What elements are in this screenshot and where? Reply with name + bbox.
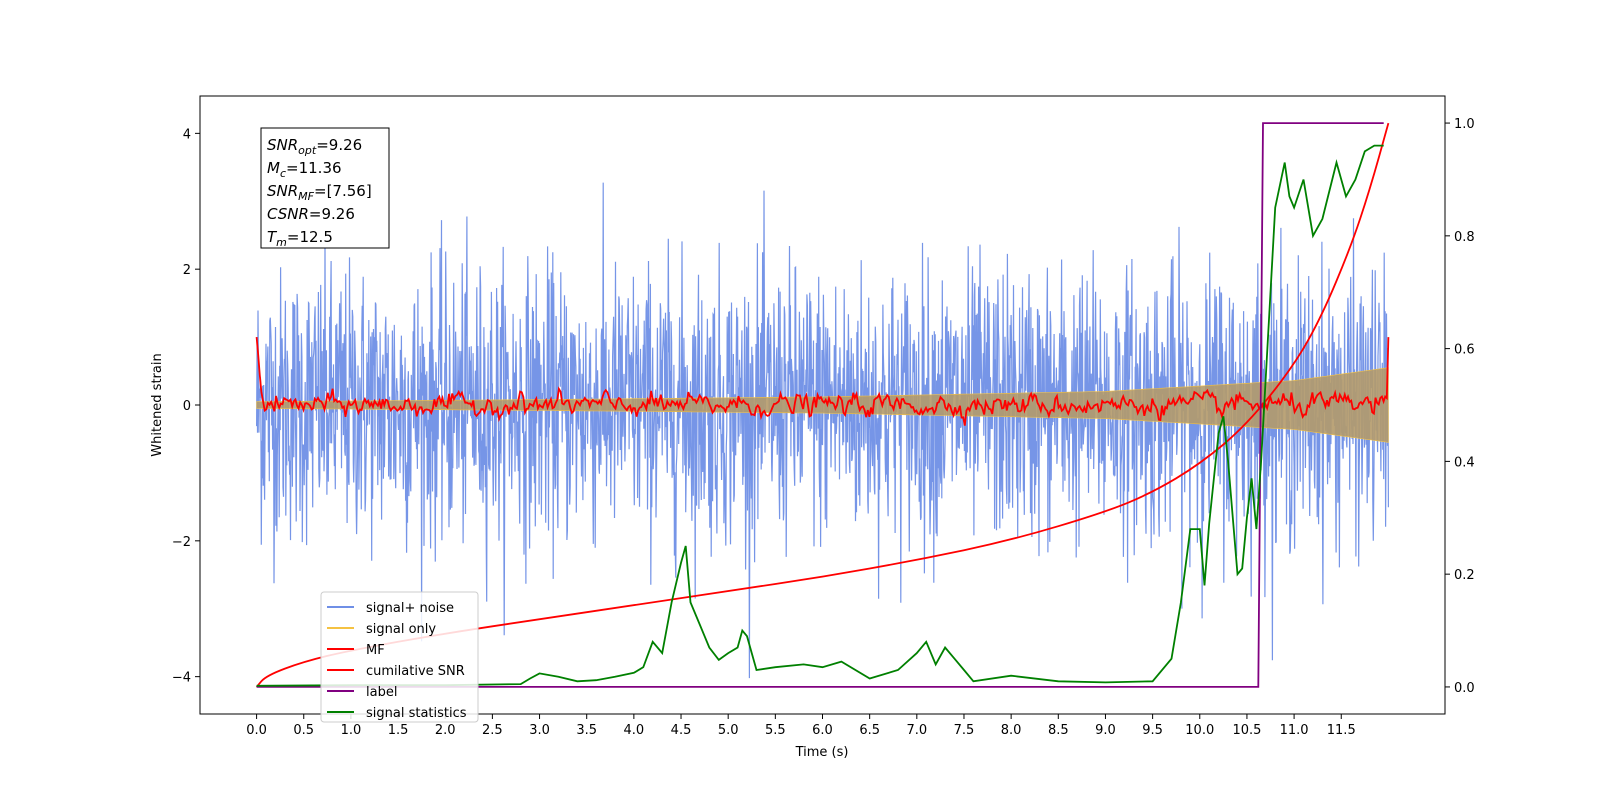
y2-tick-label: 0.8 [1454,230,1475,245]
x-tick-label: 4.0 [624,723,645,738]
x-tick-label: 2.5 [482,723,503,738]
x-tick-label: 1.5 [388,723,409,738]
annotation-subscript: m [276,236,287,249]
y-tick-label: 2 [183,263,191,278]
annotation-line: SNRopt=9.26 [267,136,362,157]
x-tick-label: 5.5 [765,723,786,738]
legend: signal+ noise signal only MF cumilative SNR… [320,591,479,723]
legend-entry: signal only [366,622,436,637]
x-tick-label: 0.5 [293,723,314,738]
x-tick-label: 6.5 [859,723,880,738]
x-tick-label: 3.5 [576,723,597,738]
y2-tick-label: 0.2 [1454,568,1475,583]
legend-frame [320,591,479,723]
annotation-value: =12.5 [287,228,333,246]
y2-tick-label: 0.4 [1454,455,1475,470]
annotation-line: Tm=12.5 [267,228,333,249]
x-tick-label: 0.0 [246,723,267,738]
x-tick-label: 8.0 [1001,723,1022,738]
series-mf [255,337,1390,426]
annotation-frame [260,127,390,249]
annotation-subscript: c [280,167,286,180]
y2-tick-label: 0.6 [1454,343,1475,358]
y-tick-label: 0 [183,399,191,414]
y-tick-label: −2 [172,535,191,550]
annotation-line: CSNR=9.26 [267,205,355,223]
y-axis-left: −4 −2 0 2 4 [172,127,200,686]
series-label [256,122,1384,688]
y-tick-label: 4 [183,127,191,142]
x-tick-label: 11.5 [1327,723,1356,738]
annotation-subscript: opt [298,144,317,157]
x-tick-label: 7.5 [954,723,975,738]
x-tick-label: 9.0 [1095,723,1116,738]
x-tick-label: 11.0 [1280,723,1309,738]
legend-entry: MF [366,643,385,658]
legend-entry: signal statistics [366,706,467,721]
x-tick-label: 1.0 [341,723,362,738]
x-tick-label: 4.5 [671,723,692,738]
annotation-box: SNRopt=9.26Mc=11.36SNRMF=[7.56]CSNR=9.26… [260,127,390,249]
annotation-value: =9.26 [316,136,362,154]
y2-tick-label: 0.0 [1454,681,1475,696]
annotation-symbol: CSNR [267,205,309,223]
x-tick-label: 8.5 [1048,723,1069,738]
x-tick-label: 10.5 [1232,723,1261,738]
x-tick-label: 5.0 [718,723,739,738]
y-axis-right: 0.0 0.2 0.4 0.6 0.8 1.0 [1445,117,1475,696]
annotation-value: =9.26 [309,205,355,223]
annotation-value: =11.36 [286,159,342,177]
annotation-symbol: M [267,159,280,177]
x-tick-label: 3.0 [529,723,550,738]
y-tick-label: −4 [172,671,191,686]
series-signal-only [256,367,1389,443]
x-axis: 0.0 0.5 1.0 1.5 2.0 2.5 3.0 3.5 4.0 4.5 5.0 5.5 6.0 6… [246,714,1356,738]
y-axis-label: Whitened strain [150,353,165,456]
annotation-value: =[7.56] [314,182,372,200]
x-tick-label: 2.0 [435,723,456,738]
x-tick-label: 10.0 [1185,723,1214,738]
annotation-line: SNRMF=[7.56] [267,182,372,203]
legend-entry: signal+ noise [366,601,454,616]
series-signal-statistics [256,144,1384,687]
y2-tick-label: 1.0 [1454,117,1475,132]
legend-entry: cumilative SNR [366,664,465,679]
annotation-symbol: T [267,228,278,246]
annotation-subscript: MF [298,190,314,203]
annotation-symbol: SNR [267,136,298,154]
legend-entry: label [366,685,397,700]
annotation-line: Mc=11.36 [267,159,342,180]
annotation-symbol: SNR [267,182,298,200]
x-axis-label: Time (s) [795,745,849,760]
x-tick-label: 6.0 [812,723,833,738]
x-tick-label: 9.5 [1142,723,1163,738]
x-tick-label: 7.0 [906,723,927,738]
